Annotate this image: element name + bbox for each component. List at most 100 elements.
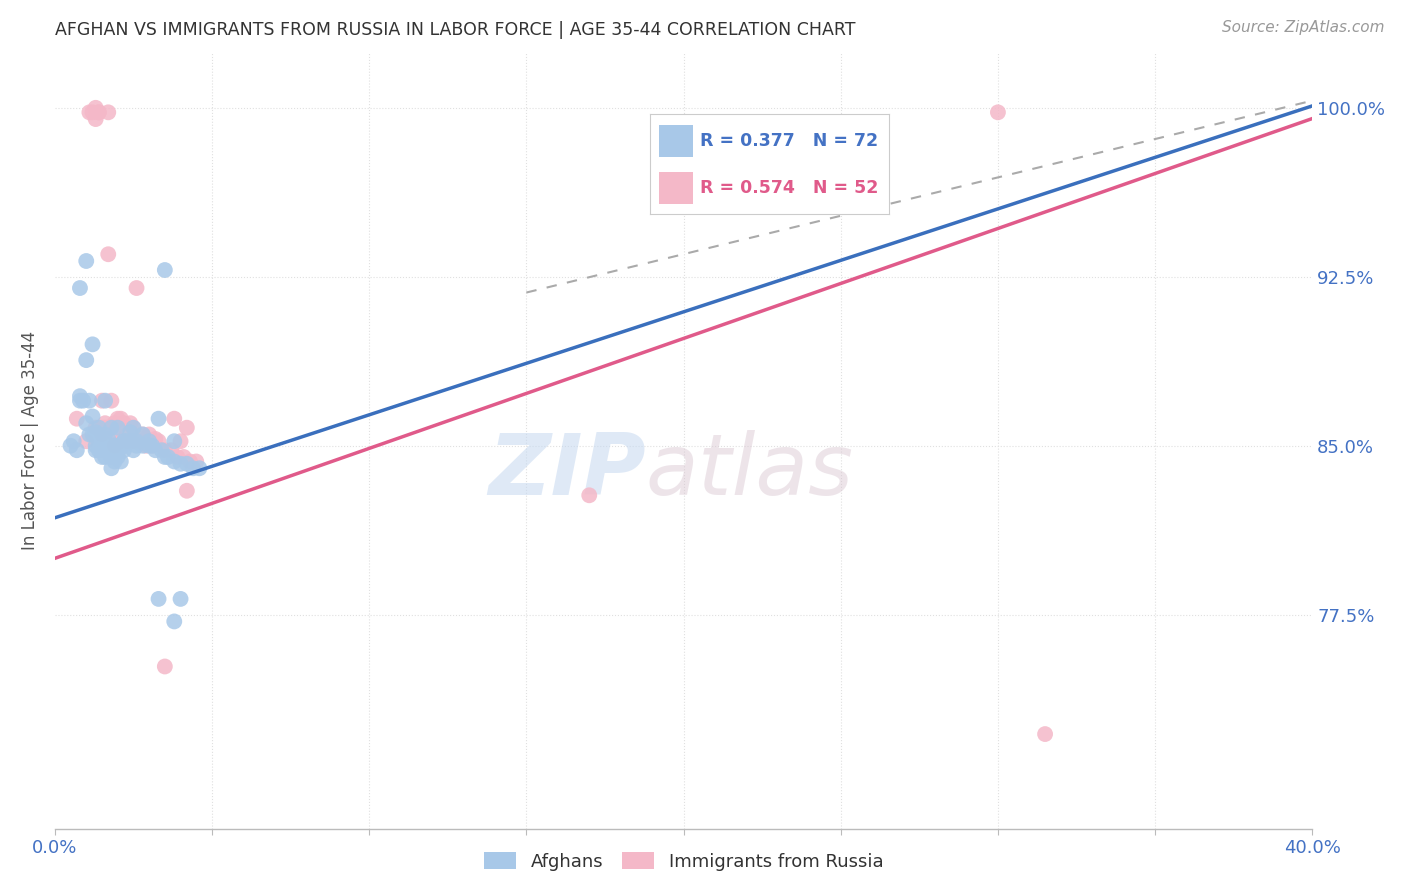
Point [169,434,191,449]
Text: Source: ZipAtlas.com: Source: ZipAtlas.com [1222,20,1385,35]
Point [150,443,173,458]
Point [91,393,114,408]
Point [97,247,120,261]
Point [87,427,110,442]
Point [87,434,110,449]
Point [112,416,135,430]
Point [163,615,186,629]
Point [110,434,132,449]
Point [186,454,208,468]
Point [75,254,97,268]
Point [160,443,183,458]
Point [97,443,120,458]
Point [82,409,104,424]
Point [66,411,89,425]
Point [188,461,211,475]
Point [578,488,600,502]
Point [181,461,204,475]
Point [135,439,157,453]
Point [112,434,135,449]
Point [87,420,110,434]
Point [125,281,148,295]
Point [100,450,122,464]
Point [59,439,82,453]
Point [103,427,125,442]
Point [112,434,135,449]
Point [110,411,132,425]
Point [87,105,110,120]
Point [138,434,160,449]
Point [153,443,176,458]
Point [82,337,104,351]
Point [87,443,110,458]
Point [153,659,176,673]
Point [138,427,160,442]
Point [91,420,114,434]
Point [148,411,170,425]
Point [94,427,117,442]
Point [145,443,167,458]
Point [75,416,97,430]
Point [169,457,191,471]
Bar [659,125,693,157]
Point [122,434,145,449]
Point [107,441,129,455]
Point [103,416,125,430]
Point [115,434,138,449]
Point [91,439,114,453]
Point [125,434,148,449]
Point [103,454,125,468]
Point [112,443,135,458]
Point [141,439,163,453]
Point [84,112,107,126]
Point [176,483,198,498]
Point [125,439,148,453]
Point [132,427,155,442]
Point [66,443,89,458]
Point [94,443,117,458]
Point [153,263,176,277]
Point [120,416,142,430]
Point [100,420,122,434]
Point [84,420,107,434]
Point [72,393,94,408]
Point [163,454,186,468]
Point [69,389,91,403]
Point [173,450,195,464]
Point [69,393,91,408]
Point [84,425,107,440]
Text: R = 0.574   N = 52: R = 0.574 N = 52 [700,178,879,196]
Point [79,105,101,120]
Point [75,434,97,449]
Point [153,450,176,464]
Point [138,439,160,453]
Point [100,393,122,408]
Point [115,427,138,442]
Legend: Afghans, Immigrants from Russia: Afghans, Immigrants from Russia [477,845,890,878]
Point [84,439,107,453]
Point [122,420,145,434]
Point [987,105,1010,120]
Point [82,105,104,120]
Point [107,420,129,434]
Point [100,439,122,453]
Point [97,432,120,446]
Point [179,454,201,468]
Point [148,591,170,606]
Text: ZIP: ZIP [488,430,645,513]
Point [97,105,120,120]
Point [84,443,107,458]
Text: AFGHAN VS IMMIGRANTS FROM RUSSIA IN LABOR FORCE | AGE 35-44 CORRELATION CHART: AFGHAN VS IMMIGRANTS FROM RUSSIA IN LABO… [55,21,855,39]
Point [91,450,114,464]
Point [87,105,110,120]
Point [62,434,84,449]
Point [163,434,186,449]
Point [163,411,186,425]
Point [103,439,125,453]
Point [94,420,117,434]
Point [176,457,198,471]
Point [122,443,145,458]
Point [100,461,122,475]
Point [75,353,97,368]
Point [79,393,101,408]
